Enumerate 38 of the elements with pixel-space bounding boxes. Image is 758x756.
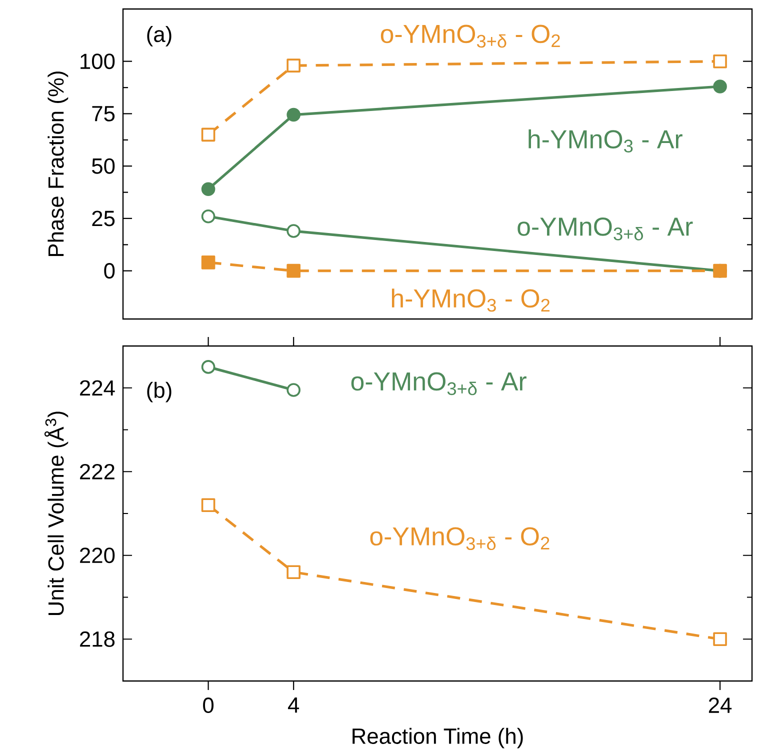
point [201, 210, 216, 224]
x-tick-label: 24 [708, 698, 732, 714]
point [201, 498, 216, 512]
point [286, 264, 300, 278]
annotation: (a) [147, 26, 172, 47]
point [286, 565, 300, 580]
point [286, 108, 300, 122]
series-label: o-YMnO$_{3+δ}$ - O$_{2}$ [380, 25, 560, 48]
y-tick-label: 220 [80, 548, 115, 564]
y-tick-label: 100 [80, 54, 115, 70]
x-tick-label: 0 [203, 698, 214, 714]
y-tick-label: 222 [80, 464, 114, 480]
y-tick-label: 50 [92, 158, 115, 174]
text: o-YMnO$_{3+δ}$ - Ar [351, 372, 526, 396]
point [713, 80, 727, 94]
y-tick-label: 224 [80, 380, 115, 396]
series-label: o-YMnO$_{3+δ}$ - O$_{2}$ [370, 527, 550, 550]
y-tick-label: 218 [80, 632, 115, 648]
y-axis-title: Phase Fraction (%) [48, 72, 68, 256]
point [713, 632, 727, 646]
series-label: h-YMnO$_{3}$ - Ar [528, 130, 682, 153]
x-axis-title: Reaction Time (h) [352, 728, 523, 748]
point [286, 58, 300, 73]
point [201, 182, 216, 196]
series-label: o-YMnO$_{3+δ}$ - Ar [518, 218, 693, 241]
point [201, 360, 216, 374]
x-tick-label: 4 [288, 698, 300, 713]
y-axis-title: Unit Cell Volume (Å$^{3}$) [44, 412, 68, 616]
point [286, 224, 300, 238]
point [201, 128, 216, 142]
annotation: (b) [147, 382, 172, 402]
point [286, 383, 300, 398]
y-tick-label: 0 [104, 263, 115, 279]
point [713, 54, 727, 68]
point [201, 256, 216, 270]
y-tick-label: 25 [92, 210, 115, 226]
y-tick-label: 75 [92, 106, 115, 122]
series-label: h-YMnO$_{3}$ - O$_{2}$ [392, 288, 550, 312]
